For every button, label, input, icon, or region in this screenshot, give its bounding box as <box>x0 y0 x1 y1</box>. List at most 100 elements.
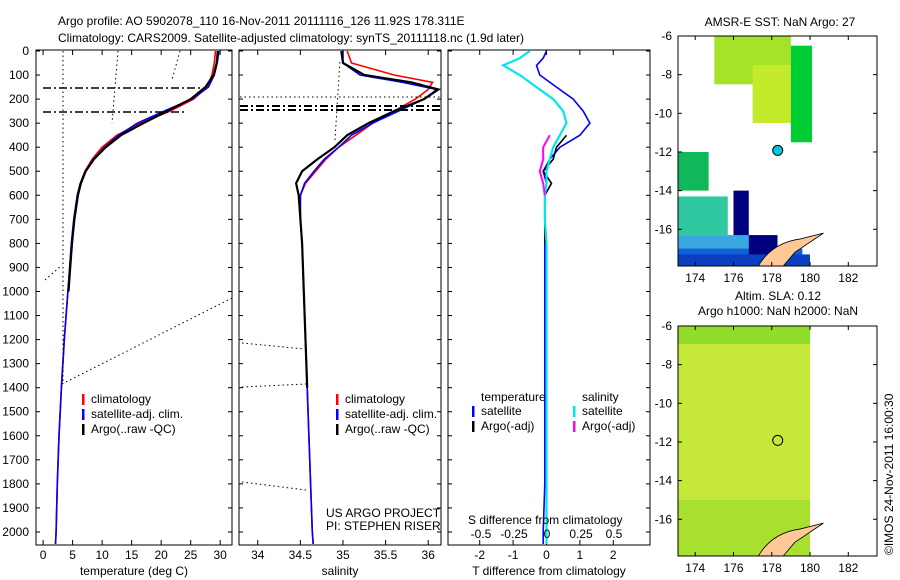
x-tick-label: 1 <box>577 548 584 562</box>
y-tick-label: 1900 <box>2 501 29 515</box>
legend-label: satellite-adj. clim. <box>345 407 437 421</box>
x-tick-label: 20 <box>154 548 168 562</box>
secondary-x-tick-label: 0.25 <box>569 527 593 541</box>
legend-label: Argo(..raw -QC) <box>345 422 430 436</box>
series-line-t-satellite <box>535 50 591 544</box>
sst-data-patch <box>678 254 811 266</box>
x-tick-label: 0 <box>40 548 47 562</box>
lat-tick-label: -6 <box>661 319 672 333</box>
y-tick-label: 800 <box>9 236 29 250</box>
lon-tick-label: 182 <box>838 271 858 285</box>
reference-dotted-line <box>241 383 307 388</box>
secondary-x-tick-label: -0.5 <box>471 527 492 541</box>
x-tick-label: -2 <box>474 548 485 562</box>
y-tick-label: 1100 <box>3 309 29 323</box>
plot-frame <box>35 49 233 546</box>
lat-tick-label: -10 <box>655 106 673 120</box>
y-tick-label: 600 <box>9 188 29 202</box>
x-tick-label: 35.5 <box>374 548 398 562</box>
lon-tick-label: 176 <box>723 271 743 285</box>
project-label: US ARGO PROJECT <box>326 506 441 520</box>
fiji-coastline <box>757 522 824 557</box>
legend-swatch <box>472 421 475 432</box>
x-tick-label: 34.5 <box>289 548 313 562</box>
lat-tick-label: -14 <box>655 184 673 198</box>
sst-data-patch <box>678 196 728 236</box>
difference-panel: -2 -1 0 1 2 T difference from climatology temp… <box>447 49 651 578</box>
x-axis-label: T difference from climatology <box>472 564 626 578</box>
y-tick-label: 1600 <box>2 429 29 443</box>
x-tick-label: 0 <box>543 548 550 562</box>
x-tick-label: 25 <box>184 548 198 562</box>
reference-dotted-line <box>334 59 341 141</box>
x-tick-label: 36 <box>422 548 436 562</box>
reference-dotted-line <box>44 264 63 281</box>
argo-position-marker <box>772 434 784 446</box>
y-tick-label: 200 <box>9 92 29 106</box>
y-tick-label: 0 <box>22 44 29 58</box>
sla-map-title: Altim. SLA: 0.12 <box>735 289 821 303</box>
lon-tick-label: 178 <box>762 561 782 575</box>
x-tick-label: 15 <box>125 548 139 562</box>
lat-tick-label: -12 <box>655 435 673 449</box>
lon-tick-label: 176 <box>723 561 743 575</box>
secondary-x-tick-label: -0.25 <box>500 527 528 541</box>
sst-data-patch <box>790 45 812 143</box>
fiji-coastline <box>757 232 824 267</box>
x-tick-label: 35 <box>336 548 350 562</box>
series-line-argo-raw-qc- <box>294 50 442 388</box>
legend-label: satellite <box>582 404 623 418</box>
series-line-argo-raw-qc- <box>67 50 219 292</box>
plot-frame <box>238 49 442 546</box>
sla-field-patch <box>678 326 811 344</box>
legend-swatch <box>336 424 339 435</box>
legend-swatch <box>336 409 339 420</box>
credit-text: ©IMOS 24-Nov-2011 16:00:30 <box>882 393 896 555</box>
y-tick-label: 1000 <box>2 284 29 298</box>
x-tick-label: 2 <box>610 548 617 562</box>
lat-tick-label: -6 <box>661 29 672 43</box>
series-line-s-satellite <box>500 50 568 544</box>
argo-position-marker <box>772 144 784 156</box>
temperature-panel: 0 5 10 15 20 25 300100200300400500600700800900… <box>2 44 233 578</box>
x-tick-label: 34 <box>251 548 265 562</box>
y-tick-label: 1700 <box>2 453 29 467</box>
reference-dotted-line <box>241 342 305 350</box>
secondary-x-tick-label: 0.5 <box>606 527 623 541</box>
reference-dotted-line <box>241 481 307 491</box>
legend-title-salinity: salinity <box>582 390 619 404</box>
y-tick-label: 300 <box>9 116 29 130</box>
lat-tick-label: -8 <box>661 68 672 82</box>
lon-tick-label: 180 <box>800 271 820 285</box>
series-line-s-argo-adj- <box>538 134 551 196</box>
salinity-panel: 34 34.5 35 35.5 36 salinity climatologysatelli… <box>238 49 442 578</box>
lat-tick-label: -10 <box>655 396 673 410</box>
secondary-axis-label: S difference from climatology <box>468 513 623 527</box>
legend-label: Argo(-adj) <box>582 419 635 433</box>
y-tick-label: 1300 <box>2 357 29 371</box>
y-tick-label: 900 <box>9 260 29 274</box>
y-tick-label: 1200 <box>2 333 29 347</box>
legend-label: climatology <box>345 392 405 406</box>
sst-data-patch <box>678 151 709 191</box>
plot-frame <box>447 49 651 546</box>
map-frame <box>677 325 878 557</box>
x-tick-label: -1 <box>508 548 519 562</box>
lat-tick-label: -16 <box>655 512 673 526</box>
sst-data-patch <box>733 190 749 249</box>
x-tick-label: 5 <box>69 548 76 562</box>
secondary-x-tick-label: 0 <box>544 527 551 541</box>
legend-label: climatology <box>91 392 151 406</box>
sst-map-title: AMSR-E SST: NaN Argo: 27 <box>705 15 856 29</box>
x-tick-label: 30 <box>214 548 228 562</box>
y-tick-label: 1800 <box>2 477 29 491</box>
series-line-satellite-adj-clim- <box>299 51 439 545</box>
sla-map-subtitle: Argo h1000: NaN h2000: NaN <box>698 304 858 318</box>
lon-tick-label: 174 <box>685 271 705 285</box>
pi-label: PI: STEPHEN RISER <box>326 519 441 533</box>
y-tick-label: 1500 <box>2 405 29 419</box>
legend-swatch <box>336 394 339 405</box>
legend-label: satellite <box>481 404 522 418</box>
x-axis-label: salinity <box>322 564 359 578</box>
